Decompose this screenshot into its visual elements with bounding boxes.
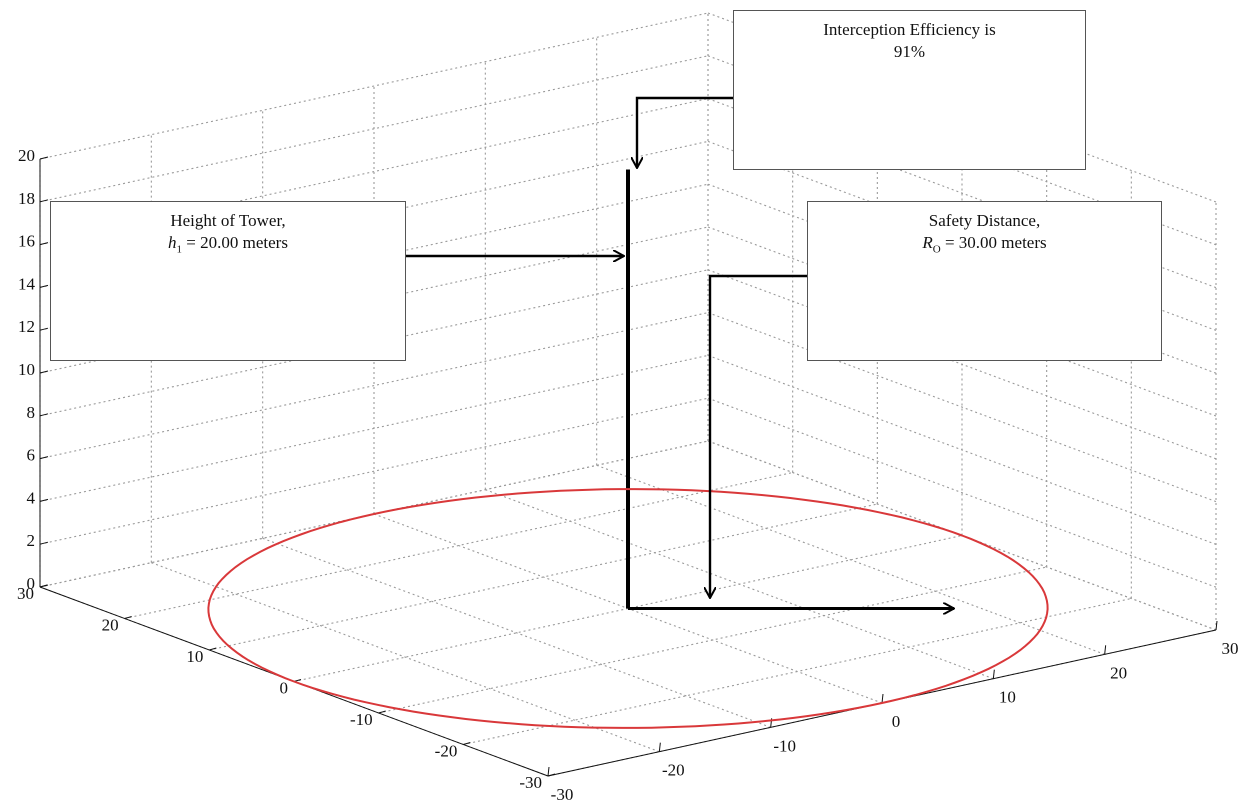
efficiency-line1: Interception Efficiency is xyxy=(823,20,996,39)
z-tick-mark xyxy=(39,284,49,288)
height-symbol: h xyxy=(168,233,177,252)
y-tick-mark xyxy=(463,742,471,745)
floor-grid-line xyxy=(378,566,1047,714)
side-wall-grid-line xyxy=(707,397,1217,588)
safety-leader-arrow xyxy=(710,274,807,598)
z-tick-mark xyxy=(39,456,49,460)
z-tick-label: 14 xyxy=(18,274,36,293)
y-tick-label: 20 xyxy=(102,616,119,635)
z-tick-label: 18 xyxy=(18,189,35,208)
annotation-leaders xyxy=(406,96,807,598)
back-wall-grid-line xyxy=(39,397,709,545)
floor-grid-line xyxy=(209,503,878,651)
y-tick-mark xyxy=(209,647,217,651)
z-tick-label: 20 xyxy=(18,146,35,165)
floor-grid-line xyxy=(151,562,660,753)
back-wall-grid-line xyxy=(39,98,709,246)
y-tick-mark xyxy=(124,616,132,619)
protection-circle xyxy=(207,488,1049,729)
height-value: = 20.00 meters xyxy=(182,233,288,252)
x-tick-label: -30 xyxy=(551,785,574,804)
side-wall-grid-line xyxy=(707,354,1217,545)
y-tick-label: -20 xyxy=(435,742,458,761)
z-tick-mark xyxy=(39,413,49,417)
x-tick-mark xyxy=(881,693,884,704)
y-tick-label: -30 xyxy=(519,773,542,792)
x-tick-mark xyxy=(992,669,995,679)
x-tick-label: 0 xyxy=(892,712,901,731)
floor-grid-line xyxy=(262,537,771,728)
efficiency-value: 91% xyxy=(893,42,926,61)
z-tick-label: 10 xyxy=(18,360,35,379)
y-tick-label: 30 xyxy=(17,584,34,603)
z-tick-label: 6 xyxy=(27,446,36,465)
y-tick-label: -10 xyxy=(350,710,373,729)
y-tick-label: 10 xyxy=(186,647,203,666)
safety-symbol: R xyxy=(922,233,933,252)
data-marks xyxy=(207,169,1049,729)
y-tick-label: 0 xyxy=(280,679,289,698)
floor-grid-line xyxy=(124,471,793,620)
z-tick-label: 0 xyxy=(27,574,36,593)
safety-line1: Safety Distance, xyxy=(928,211,1041,230)
height-subscript: 1 xyxy=(176,243,183,256)
floor-grid-line xyxy=(596,464,1105,655)
annotation-efficiency-box: Interception Efficiency is 91% xyxy=(733,10,1086,170)
x-tick-label: -20 xyxy=(662,761,685,780)
z-tick-mark xyxy=(39,370,49,374)
y-tick-mark xyxy=(378,710,386,714)
back-wall-grid-line xyxy=(39,354,709,502)
z-tick-mark xyxy=(39,541,49,545)
height-line1: Height of Tower, xyxy=(170,211,286,230)
safety-subscript: O xyxy=(932,243,941,256)
z-tick-mark xyxy=(39,327,49,331)
annotation-safety-box: Safety Distance, RO = 30.00 meters xyxy=(807,201,1162,361)
z-tick-mark xyxy=(39,242,49,246)
back-wall-grid-line xyxy=(39,12,709,160)
back-wall-grid-line xyxy=(39,312,709,460)
x-tick-label: 20 xyxy=(1110,663,1127,682)
x-tick-mark xyxy=(1215,620,1218,631)
side-wall-grid-line xyxy=(707,312,1217,503)
x-tick-label: 10 xyxy=(999,688,1016,707)
efficiency-leader-arrow xyxy=(637,96,733,168)
x-tick-mark xyxy=(1104,645,1107,655)
x-tick-label: -10 xyxy=(773,736,796,755)
z-tick-label: 16 xyxy=(18,232,35,251)
safety-value: = 30.00 meters xyxy=(940,233,1047,252)
y-tick-mark xyxy=(39,584,48,588)
y-tick-mark xyxy=(547,773,556,777)
tick-labels: 024681012141618203020100-10-20-30-30-20-… xyxy=(17,146,1239,804)
x-tick-mark xyxy=(658,742,661,752)
x-tick-label: 30 xyxy=(1222,639,1239,658)
z-tick-mark xyxy=(39,498,49,502)
side-wall-grid-line xyxy=(707,269,1217,460)
floor-grid-line xyxy=(463,597,1132,746)
z-tick-label: 12 xyxy=(18,317,35,336)
z-tick-label: 2 xyxy=(27,531,36,550)
annotation-height-box: Height of Tower, h1 = 20.00 meters xyxy=(50,201,406,361)
z-tick-label: 8 xyxy=(27,403,36,422)
z-tick-label: 4 xyxy=(27,488,36,507)
x-tick-mark xyxy=(547,766,550,777)
z-tick-mark xyxy=(39,156,49,160)
z-tick-mark xyxy=(39,199,49,203)
back-wall-grid-line xyxy=(39,55,709,203)
